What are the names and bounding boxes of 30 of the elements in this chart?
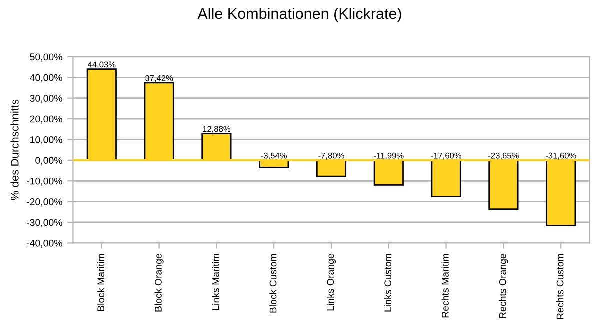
x-tick-label: Block Maritim [97, 254, 105, 312]
data-label: -11,99% [374, 152, 404, 160]
y-axis-title: % des Durchschnitts [10, 100, 19, 200]
data-label: -31,60% [546, 152, 576, 160]
data-label: 12,88% [203, 126, 231, 134]
x-tick-label: Rechts Maritim [442, 254, 449, 318]
y-tick-label: 0,00% [36, 157, 62, 166]
data-label: -23,65% [488, 152, 519, 160]
data-label: -3,54% [261, 152, 288, 160]
x-tick-label: Block Custom [270, 254, 277, 313]
y-tick-label: -30,00% [27, 219, 62, 228]
chart-title: Alle Kombinationen (Klickrate) [198, 8, 402, 22]
x-tick-label: Links Maritim [212, 254, 220, 310]
y-tick-label: -20,00% [27, 198, 62, 207]
y-tick-label: 40,00% [30, 74, 62, 82]
y-tick-label: 20,00% [30, 116, 62, 124]
y-tick-label: 30,00% [30, 95, 62, 104]
data-label: 44,03% [88, 62, 116, 69]
x-tick-label: Rechts Orange [499, 254, 508, 318]
y-tick-label: 10,00% [30, 136, 62, 144]
x-tick-label: Links Orange [326, 254, 336, 311]
x-tick-label: Links Custom [384, 254, 392, 312]
y-tick-label: -10,00% [27, 178, 62, 186]
x-tick-label: Rechts Custom [556, 254, 564, 320]
x-tick-label: Block Orange [154, 254, 164, 312]
data-label: -17,60% [431, 152, 462, 160]
y-tick-label: 50,00% [30, 54, 62, 62]
y-tick-label: -40,00% [27, 240, 62, 248]
data-label: -7,80% [318, 152, 344, 160]
data-label: 37,42% [145, 75, 174, 82]
